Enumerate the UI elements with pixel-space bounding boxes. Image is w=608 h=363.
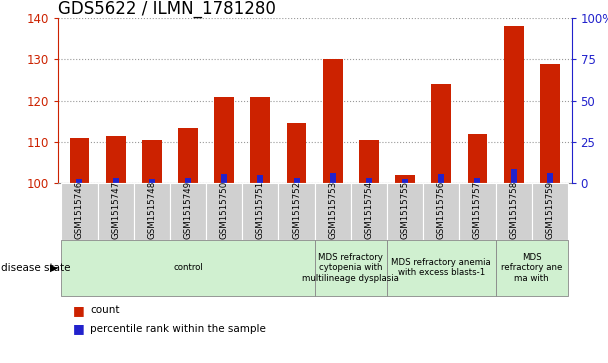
Text: GSM1515756: GSM1515756 [437,181,446,240]
Bar [387,240,496,296]
Bar [149,179,155,183]
Bar [438,174,444,183]
Bar [286,123,306,183]
Bar [496,183,532,240]
Bar [330,172,336,183]
Bar [540,64,560,183]
Bar [97,183,134,240]
Bar [423,183,460,240]
Text: GSM1515758: GSM1515758 [509,181,518,240]
Text: count: count [90,305,120,315]
Text: MDS
refractory ane
ma with: MDS refractory ane ma with [501,253,562,283]
Bar [315,183,351,240]
Bar [431,84,451,183]
Bar [69,138,89,183]
Bar [496,240,568,296]
Text: GSM1515759: GSM1515759 [545,181,554,239]
Bar [547,172,553,183]
Text: MDS refractory
cytopenia with
multilineage dysplasia: MDS refractory cytopenia with multilinea… [302,253,399,283]
Text: control: control [173,263,203,272]
Text: ■: ■ [73,322,85,335]
Text: GSM1515752: GSM1515752 [292,181,301,240]
Text: GSM1515754: GSM1515754 [364,181,373,240]
Bar [242,183,278,240]
Bar [214,97,234,183]
Bar [468,134,488,183]
Bar [315,240,387,296]
Bar [278,183,315,240]
Text: GSM1515746: GSM1515746 [75,181,84,240]
Text: GSM1515750: GSM1515750 [219,181,229,240]
Bar [402,179,408,183]
Bar [323,60,343,183]
Bar [61,240,315,296]
Text: disease state: disease state [1,263,70,273]
Bar [359,140,379,183]
Bar [206,183,242,240]
Text: GSM1515757: GSM1515757 [473,181,482,240]
Text: GSM1515748: GSM1515748 [147,181,156,240]
Bar [532,183,568,240]
Text: GSM1515753: GSM1515753 [328,181,337,240]
Bar [503,26,523,183]
Bar [134,183,170,240]
Bar [366,178,372,183]
Bar [142,140,162,183]
Bar [106,136,126,183]
Bar [387,183,423,240]
Text: MDS refractory anemia
with excess blasts-1: MDS refractory anemia with excess blasts… [392,258,491,277]
Bar [460,183,496,240]
Bar [511,169,517,183]
Text: GDS5622 / ILMN_1781280: GDS5622 / ILMN_1781280 [58,0,275,18]
Text: ▶: ▶ [49,263,58,273]
Text: ■: ■ [73,304,85,317]
Bar [170,183,206,240]
Text: GSM1515755: GSM1515755 [401,181,410,240]
Bar [250,97,271,183]
Bar [61,183,97,240]
Text: percentile rank within the sample: percentile rank within the sample [90,323,266,334]
Text: GSM1515751: GSM1515751 [256,181,265,240]
Bar [178,127,198,183]
Text: GSM1515749: GSM1515749 [184,181,193,239]
Bar [221,174,227,183]
Bar [351,183,387,240]
Bar [257,175,263,183]
Bar [185,178,191,183]
Text: GSM1515747: GSM1515747 [111,181,120,240]
Bar [77,179,83,183]
Bar [112,178,119,183]
Bar [294,178,300,183]
Bar [395,175,415,183]
Bar [474,178,480,183]
